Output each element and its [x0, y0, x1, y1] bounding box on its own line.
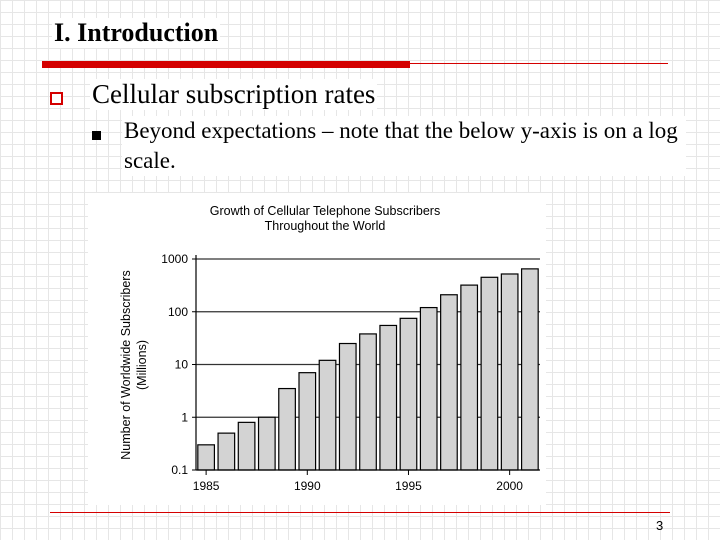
- y-tick-label: 0.1: [171, 463, 188, 477]
- bullet-beyond-expectations: Beyond expectations – note that the belo…: [122, 116, 686, 176]
- x-tick-label: 1995: [395, 479, 422, 493]
- y-tick-label: 10: [175, 358, 189, 372]
- bar: [419, 306, 438, 471]
- bars: [197, 268, 539, 471]
- title-rule: [410, 63, 668, 64]
- bar: [379, 324, 398, 471]
- bar: [460, 284, 479, 471]
- subscribers-chart: Growth of Cellular Telephone Subscribers…: [88, 193, 546, 505]
- bar: [217, 432, 236, 471]
- chart-title-line-1: Growth of Cellular Telephone Subscribers: [210, 204, 440, 218]
- title-accent-bar: [42, 61, 410, 68]
- x-tick-label: 1990: [294, 479, 321, 493]
- bar: [480, 276, 499, 471]
- chart-title-line-2: Throughout the World: [265, 219, 386, 233]
- solid-square-bullet-icon: [92, 131, 101, 140]
- y-axis-label-line-1: Number of Worldwide Subscribers: [119, 270, 133, 459]
- bar: [278, 387, 296, 471]
- bar: [318, 359, 337, 471]
- chart-svg: Growth of Cellular Telephone Subscribers…: [119, 204, 540, 493]
- bar: [298, 372, 317, 471]
- y-tick-label: 100: [168, 305, 188, 319]
- bar: [197, 444, 216, 471]
- y-tick-label: 1000: [161, 252, 188, 266]
- bar: [520, 268, 539, 471]
- bar: [237, 421, 256, 471]
- bar: [338, 342, 357, 471]
- axes: [192, 255, 540, 475]
- bar: [257, 416, 276, 471]
- bar: [399, 317, 418, 471]
- y-axis-label-line-2: (Millions): [135, 340, 149, 390]
- page-number: 3: [656, 518, 664, 533]
- bar: [500, 273, 519, 471]
- slide-title: I. Introduction: [52, 18, 221, 48]
- x-tick-label: 1985: [193, 479, 220, 493]
- bullet-cellular-subscription: Cellular subscription rates: [90, 79, 378, 110]
- footer-rule: [50, 512, 670, 513]
- bar: [440, 294, 458, 471]
- bar: [359, 333, 377, 471]
- y-tick-label: 1: [181, 410, 188, 424]
- x-tick-label: 2000: [496, 479, 523, 493]
- hollow-square-bullet-icon: [50, 92, 63, 105]
- tick-labels: 0.1 1 10 100 1000 1985 1990 1995 2000: [161, 252, 523, 493]
